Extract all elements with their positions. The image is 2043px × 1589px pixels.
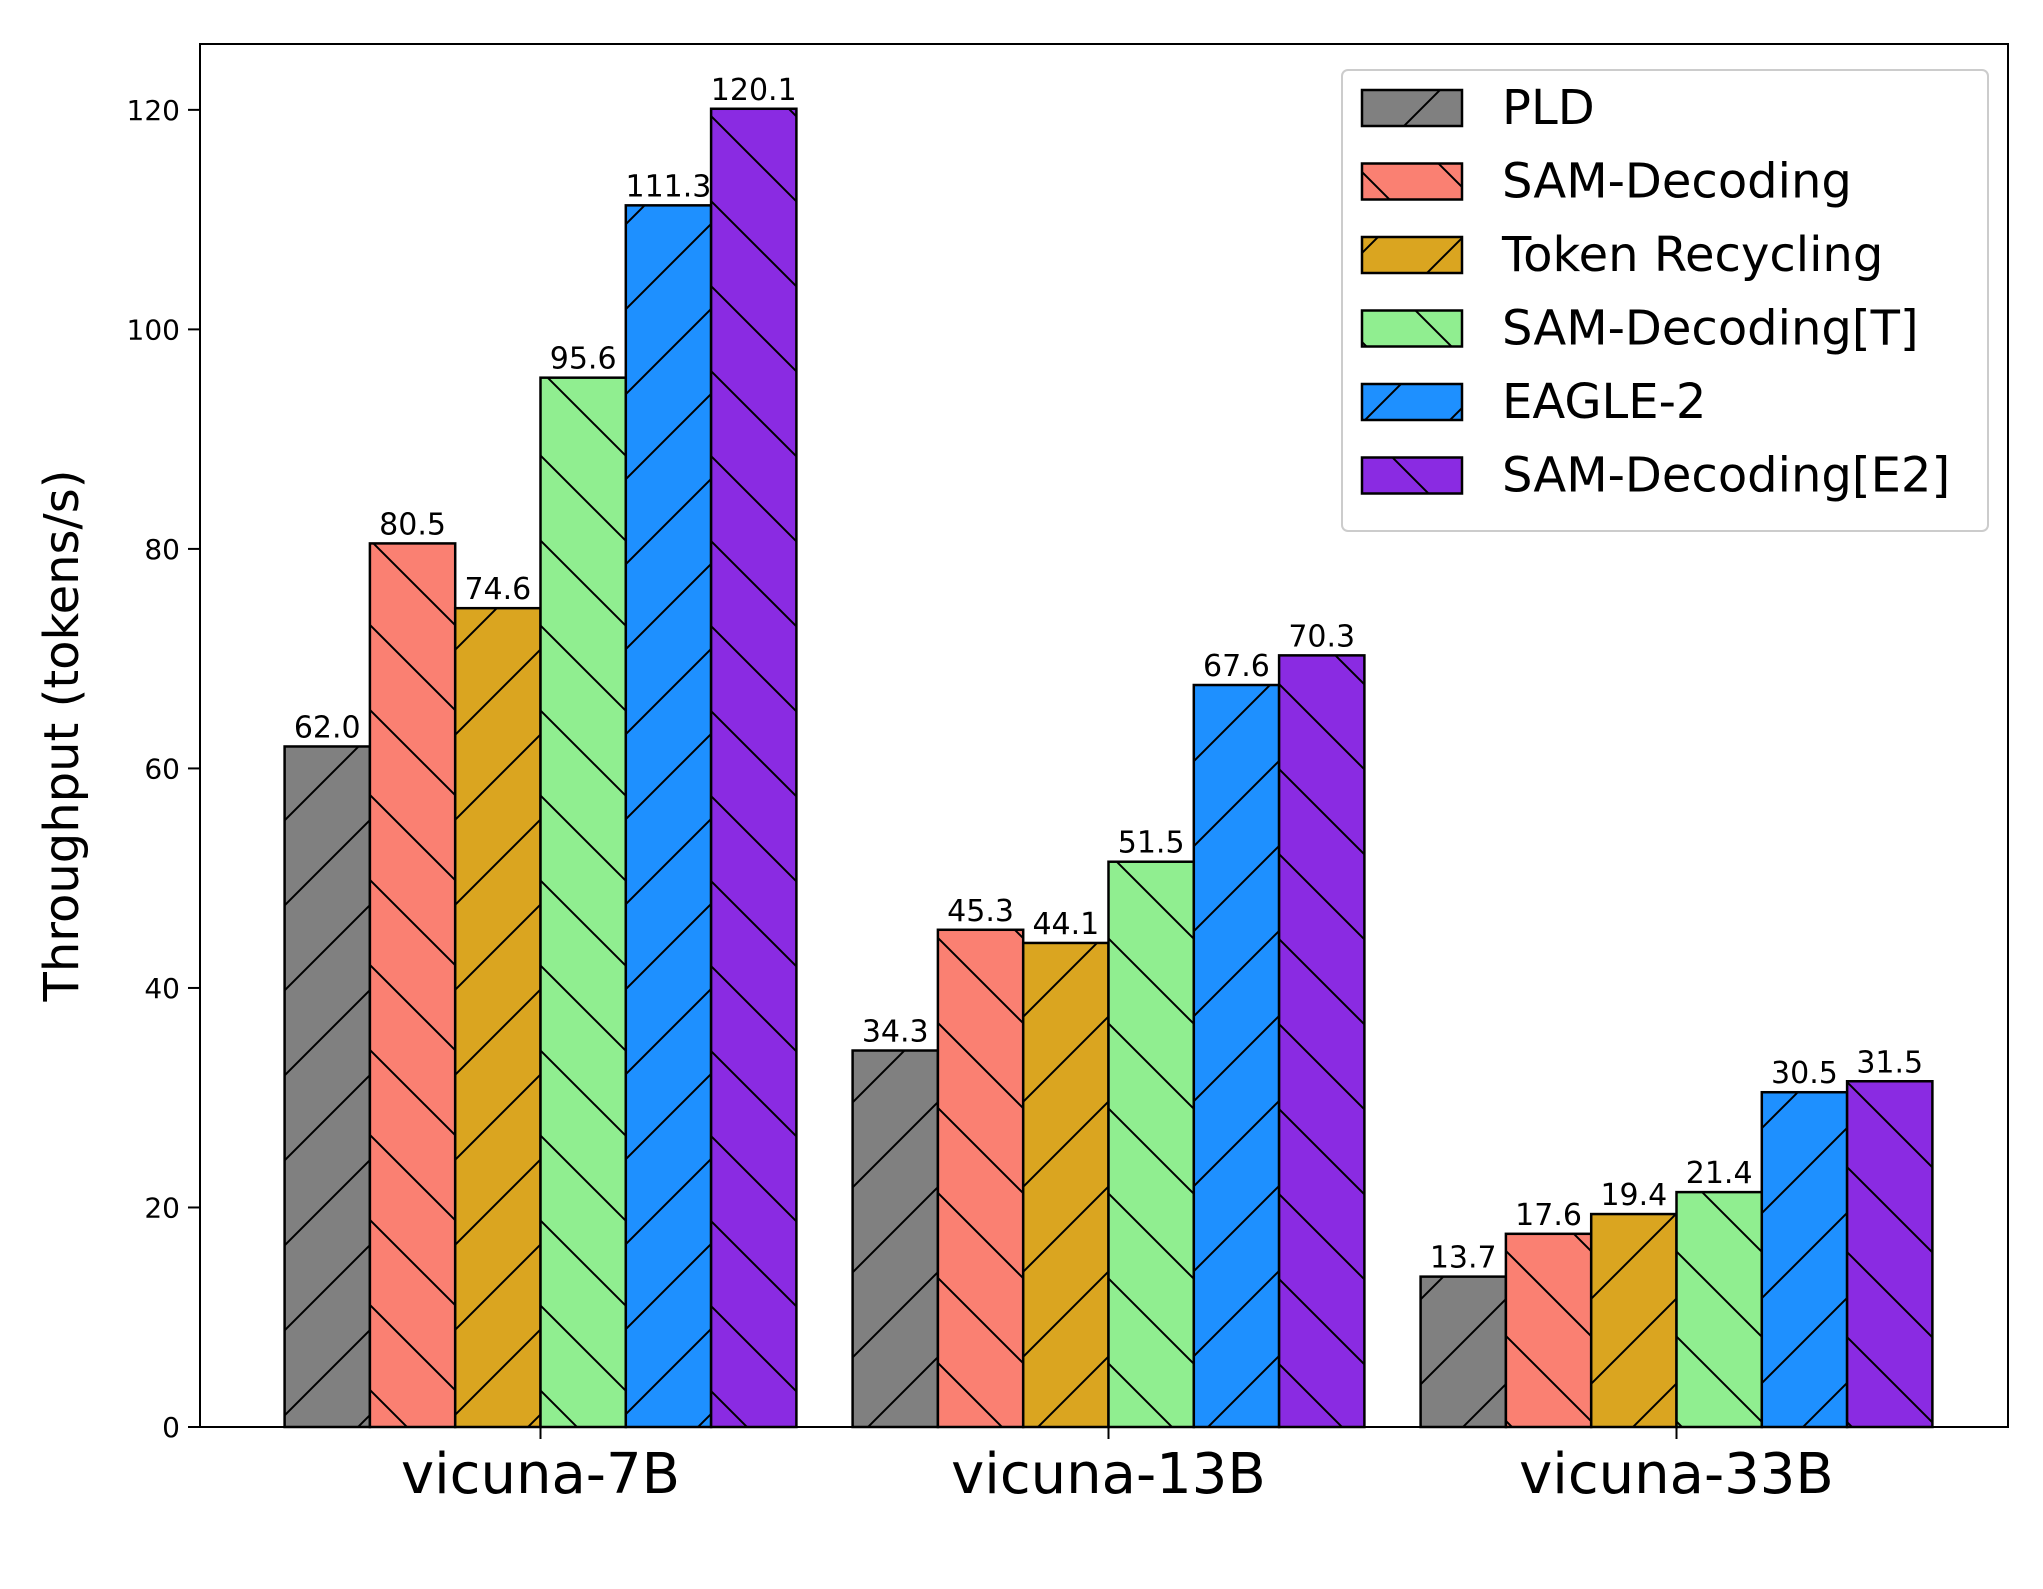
legend: PLD SAM-Decoding Token Recycling SAM-Decodi…: [1341, 69, 1989, 532]
value-label: 67.6: [1203, 649, 1270, 684]
x-tick-label: vicuna-7B: [401, 1442, 680, 1507]
value-label: 19.4: [1600, 1178, 1667, 1213]
y-tick-label: 100: [127, 313, 180, 346]
value-label: 111.3: [626, 169, 712, 204]
bar-eagle-2-vicuna-7B: [624, 204, 713, 1429]
x-tick-label: vicuna-33B: [1519, 1442, 1834, 1507]
legend-swatch: [1360, 235, 1464, 275]
legend-swatch: [1360, 456, 1464, 495]
legend-item: SAM-Decoding: [1360, 154, 1852, 210]
x-axis: vicuna-7B vicuna-13B vicuna-33B: [401, 1427, 1834, 1507]
x-tick-label: vicuna-13B: [951, 1442, 1266, 1507]
bar-token-recycling-vicuna-33B: [1589, 1212, 1678, 1429]
plot-frame: [199, 43, 2009, 1428]
value-label: 62.0: [294, 710, 361, 745]
value-label: 51.5: [1118, 826, 1185, 861]
legend-label: EAGLE-2: [1502, 374, 1706, 430]
legend-label: SAM-Decoding: [1502, 154, 1852, 210]
legend-swatch: [1360, 162, 1464, 201]
y-tick-label: 60: [144, 752, 180, 785]
legend-swatch: [1360, 309, 1464, 348]
bar-sam-decoding-e2--vicuna-13B: [1277, 654, 1366, 1429]
bar-sam-decoding-t--vicuna-13B: [1107, 860, 1196, 1429]
bar-pld-vicuna-13B: [851, 1049, 940, 1429]
y-tick-label: 80: [144, 533, 180, 566]
bar-sam-decoding-vicuna-7B: [368, 542, 457, 1429]
legend-label: PLD: [1502, 80, 1595, 136]
value-label: 21.4: [1686, 1156, 1753, 1191]
bar-eagle-2-vicuna-33B: [1760, 1090, 1849, 1429]
bar-sam-decoding-vicuna-33B: [1504, 1232, 1593, 1429]
value-label: 74.6: [464, 572, 531, 607]
bar-pld-vicuna-33B: [1419, 1275, 1508, 1429]
value-label: 17.6: [1515, 1198, 1582, 1233]
legend-swatch: [1360, 88, 1464, 128]
bar-token-recycling-vicuna-7B: [453, 606, 542, 1429]
legend-item: PLD: [1360, 80, 1595, 136]
value-label: 44.1: [1032, 907, 1099, 942]
y-tick-label: 120: [127, 94, 180, 127]
bar-pld-vicuna-7B: [283, 745, 372, 1429]
value-label: 45.3: [947, 894, 1014, 929]
legend-item: SAM-Decoding[E2]: [1360, 448, 1950, 504]
y-tick-label: 40: [144, 972, 180, 1005]
legend-label: SAM-Decoding[E2]: [1502, 448, 1950, 504]
bar-eagle-2-vicuna-13B: [1192, 683, 1281, 1429]
bar-sam-decoding-vicuna-13B: [936, 928, 1025, 1429]
y-axis-label: Throughput (tokens/s): [34, 470, 90, 1003]
y-tick-label: 0: [162, 1411, 180, 1444]
bar-sam-decoding-t--vicuna-33B: [1675, 1190, 1764, 1429]
value-label: 95.6: [550, 342, 617, 377]
y-axis: 0 20 40 60 80 100 120: [127, 94, 200, 1444]
bar-sam-decoding-t--vicuna-7B: [539, 376, 628, 1429]
legend-box: [1341, 69, 1989, 532]
y-tick-label: 20: [144, 1191, 180, 1224]
bar-token-recycling-vicuna-13B: [1021, 941, 1110, 1429]
legend-item: Token Recycling: [1360, 227, 1883, 283]
value-label: 30.5: [1771, 1056, 1838, 1091]
bars-group: [283, 107, 1934, 1429]
value-label: 13.7: [1430, 1241, 1497, 1276]
bar-sam-decoding-e2--vicuna-33B: [1845, 1080, 1934, 1429]
legend-label: SAM-Decoding[T]: [1502, 301, 1919, 357]
value-label: 80.5: [379, 507, 446, 542]
value-labels-group: 62.0 34.3 13.7 80.5 45.3 17.6 74.6 44.1 19.4 95.6…: [294, 73, 1923, 1276]
value-label: 70.3: [1288, 619, 1355, 654]
legend-label: Token Recycling: [1501, 227, 1883, 283]
value-label: 34.3: [862, 1015, 929, 1050]
legend-swatch: [1360, 382, 1464, 422]
bar-sam-decoding-e2--vicuna-7B: [709, 107, 798, 1429]
value-label: 31.5: [1856, 1045, 1923, 1080]
legend-item: EAGLE-2: [1360, 374, 1706, 430]
legend-item: SAM-Decoding[T]: [1360, 301, 1919, 357]
value-label: 120.1: [711, 73, 797, 108]
